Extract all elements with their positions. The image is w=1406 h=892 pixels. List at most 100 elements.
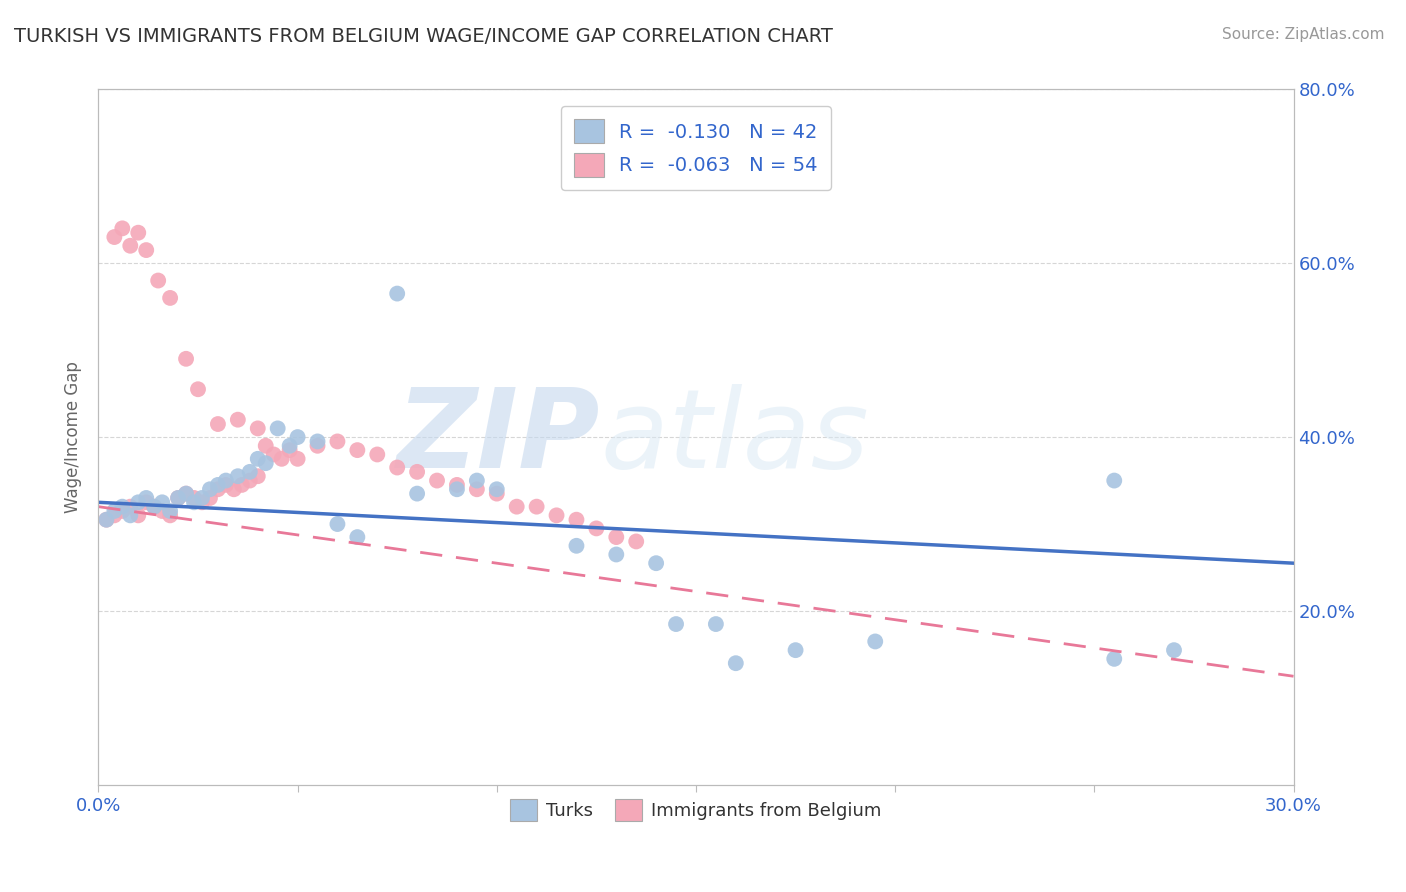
Point (198, 482, 221, 496)
Point (207, 478, 229, 492)
Point (127, 495, 149, 509)
Point (174, 351, 197, 366)
Point (191, 491, 214, 505)
Point (605, 548, 627, 562)
Point (120, 238, 142, 253)
Point (865, 634, 887, 648)
Point (120, 500, 142, 514)
Point (254, 456, 277, 470)
Point (278, 443, 301, 458)
Point (1104, 652, 1126, 666)
Point (239, 465, 262, 479)
Text: ZIP: ZIP (396, 384, 600, 491)
Legend: Turks, Immigrants from Belgium: Turks, Immigrants from Belgium (503, 791, 889, 828)
Point (326, 516, 349, 531)
Point (246, 451, 269, 466)
Point (215, 474, 238, 488)
Point (159, 508, 181, 523)
Point (426, 474, 449, 488)
Point (406, 486, 429, 500)
Point (135, 495, 157, 509)
Point (148, 273, 170, 287)
Point (626, 534, 648, 549)
Point (135, 491, 157, 505)
Point (183, 491, 205, 505)
Point (191, 495, 214, 509)
Point (167, 491, 190, 505)
Point (1163, 643, 1185, 657)
Point (135, 243, 157, 257)
Point (231, 478, 253, 492)
Point (485, 486, 508, 500)
Point (287, 451, 309, 466)
Point (485, 482, 508, 496)
Point (704, 617, 727, 632)
Point (785, 643, 807, 657)
Point (307, 439, 329, 453)
Point (120, 508, 142, 523)
Point (465, 474, 488, 488)
Point (287, 430, 309, 444)
Point (346, 530, 368, 544)
Point (174, 486, 197, 500)
Point (254, 439, 277, 453)
Point (150, 495, 173, 509)
Point (346, 443, 368, 458)
Point (127, 226, 149, 240)
Point (506, 500, 529, 514)
Point (665, 617, 688, 632)
Point (585, 521, 607, 535)
Point (465, 482, 488, 496)
Y-axis label: Wage/Income Gap: Wage/Income Gap (65, 361, 83, 513)
Point (127, 508, 149, 523)
Point (278, 439, 301, 453)
Point (103, 508, 125, 523)
Point (724, 657, 747, 671)
Point (605, 530, 627, 544)
Point (565, 513, 588, 527)
Point (239, 474, 262, 488)
Text: Source: ZipAtlas.com: Source: ZipAtlas.com (1222, 27, 1385, 42)
Point (183, 495, 205, 509)
Point (385, 460, 409, 475)
Point (111, 504, 134, 518)
Point (263, 447, 285, 462)
Point (267, 421, 290, 435)
Point (446, 478, 468, 492)
Point (546, 508, 568, 523)
Point (226, 412, 249, 426)
Point (226, 469, 249, 483)
Point (307, 434, 329, 449)
Point (103, 504, 125, 518)
Point (96, 513, 118, 527)
Point (385, 286, 409, 301)
Point (111, 221, 134, 235)
Point (1104, 474, 1126, 488)
Point (174, 486, 197, 500)
Point (103, 230, 125, 244)
Point (143, 500, 166, 514)
Point (326, 434, 349, 449)
Point (167, 491, 190, 505)
Text: TURKISH VS IMMIGRANTS FROM BELGIUM WAGE/INCOME GAP CORRELATION CHART: TURKISH VS IMMIGRANTS FROM BELGIUM WAGE/… (14, 27, 832, 45)
Point (645, 556, 668, 570)
Point (366, 447, 388, 462)
Point (526, 500, 548, 514)
Point (215, 478, 238, 492)
Point (159, 291, 181, 305)
Text: atlas: atlas (600, 384, 869, 491)
Point (207, 482, 229, 496)
Point (406, 465, 429, 479)
Point (198, 491, 221, 505)
Point (222, 482, 245, 496)
Point (96, 513, 118, 527)
Point (187, 382, 209, 396)
Point (246, 469, 269, 483)
Point (150, 504, 173, 518)
Point (446, 482, 468, 496)
Point (246, 421, 269, 435)
Point (111, 500, 134, 514)
Point (143, 500, 166, 514)
Point (270, 451, 292, 466)
Point (159, 504, 181, 518)
